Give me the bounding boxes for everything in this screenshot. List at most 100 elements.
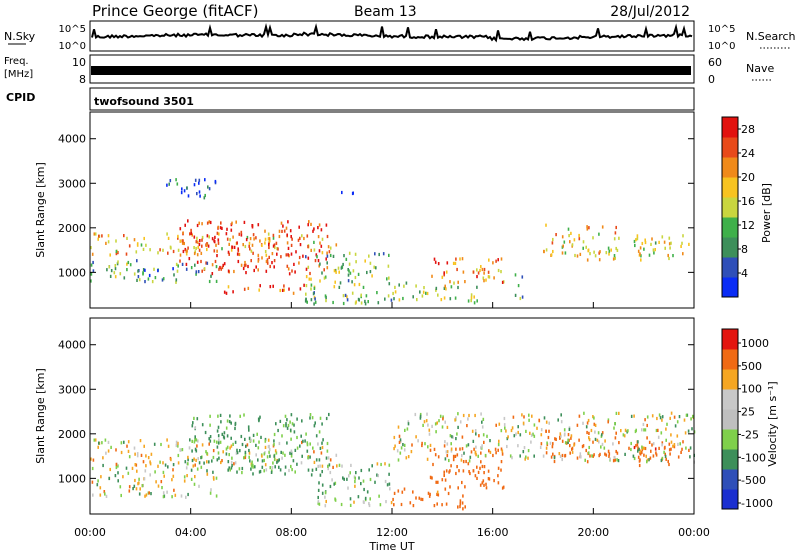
velocity-echo-cell xyxy=(258,470,261,474)
power-echo-cell xyxy=(198,221,200,225)
power-echo-cell xyxy=(287,220,289,224)
velocity-echo-cell xyxy=(442,415,444,419)
power-echo-cell xyxy=(567,227,570,231)
velocity-echo-cell xyxy=(254,465,256,469)
power-echo-cell xyxy=(297,238,300,242)
velocity-echo-cell xyxy=(642,446,644,450)
power-echo-cell xyxy=(154,276,157,280)
velocity-echo-cell xyxy=(226,434,229,438)
velocity-echo-cell xyxy=(531,414,533,418)
power-echo-cell xyxy=(345,257,348,261)
velocity-echo-cell xyxy=(188,446,191,450)
velocity-echo-cell xyxy=(540,433,543,437)
power-echo-cell xyxy=(267,232,270,236)
power-echo-cell xyxy=(347,279,350,283)
power-echo-cell xyxy=(226,237,229,241)
velocity-echo-cell xyxy=(463,451,465,455)
velocity-echo-cell xyxy=(324,495,326,499)
power-echo-cell xyxy=(166,232,168,236)
power-echo-cell xyxy=(668,236,671,240)
velocity-echo-cell xyxy=(528,413,530,417)
velocity-echo-cell xyxy=(100,475,102,479)
power-echo-cell xyxy=(223,262,226,266)
velocity-echo-cell xyxy=(290,437,292,441)
velocity-echo-cell xyxy=(358,476,360,480)
power-echo-cell xyxy=(223,290,226,294)
velocity-echo-cell xyxy=(317,500,320,504)
power-echo-cell xyxy=(326,234,329,239)
velocity-echo-cell xyxy=(407,455,410,459)
velocity-echo-cell xyxy=(261,459,264,463)
velocity-echo-cell xyxy=(559,454,562,458)
velocity-echo-cell xyxy=(171,478,173,482)
velocity-echo-cell xyxy=(598,440,600,444)
velocity-echo-cell xyxy=(494,447,497,451)
velocity-echo-cell xyxy=(668,442,671,446)
velocity-echo-cell xyxy=(238,467,241,471)
velocity-echo-cell xyxy=(599,452,601,456)
power-echo-cell xyxy=(348,251,351,255)
velocity-echo-cell xyxy=(261,454,263,458)
velocity-echo-cell xyxy=(326,449,329,453)
power-echo-cell xyxy=(288,272,291,276)
power-echo-cell xyxy=(226,227,228,231)
power-echo-cell xyxy=(312,229,314,233)
power-echo-cell xyxy=(485,278,487,282)
power-echo-cell xyxy=(374,252,376,256)
power-echo-cell xyxy=(185,262,188,266)
velocity-echo-cell xyxy=(578,438,580,442)
power-echo-cell xyxy=(285,253,288,257)
velocity-echo-cell xyxy=(162,470,165,474)
velocity-echo-cell xyxy=(570,436,572,440)
velocity-echo-cell xyxy=(125,466,128,470)
velocity-echo-cell xyxy=(217,414,219,418)
velocity-echo-cell xyxy=(185,495,187,499)
velocity-colorbar-tick-label: -1000 xyxy=(741,497,773,510)
velocity-echo-cell xyxy=(236,470,238,474)
power-echo-cell xyxy=(233,245,236,249)
velocity-echo-cell xyxy=(650,449,652,453)
velocity-echo-cell xyxy=(282,451,284,455)
power-echo-cell xyxy=(109,253,111,257)
velocity-echo-cell xyxy=(607,418,610,422)
power-colorbar-segment xyxy=(722,237,738,258)
velocity-echo-cell xyxy=(480,412,482,416)
power-echo-cell xyxy=(479,268,481,273)
velocity-echo-cell xyxy=(225,447,228,451)
velocity-echo-cell xyxy=(580,455,582,459)
velocity-echo-cell xyxy=(564,441,567,445)
power-echo-cell xyxy=(473,301,476,305)
velocity-echo-cell xyxy=(209,435,212,439)
velocity-echo-cell xyxy=(234,461,237,465)
velocity-echo-cell xyxy=(332,465,334,469)
velocity-echo-cell xyxy=(643,453,645,457)
velocity-echo-cell xyxy=(420,497,422,501)
velocity-echo-cell xyxy=(225,452,228,456)
power-echo-cell xyxy=(640,258,642,262)
power-echo-cell xyxy=(176,182,179,186)
power-echo-cell xyxy=(206,234,209,238)
power-echo-cell xyxy=(483,267,486,272)
power-echo-cell xyxy=(668,242,671,246)
velocity-echo-cell xyxy=(204,430,207,435)
velocity-echo-cell xyxy=(583,411,585,415)
velocity-echo-cell xyxy=(404,428,406,432)
power-echo-cell xyxy=(114,264,117,268)
power-echo-cell xyxy=(209,220,212,225)
velocity-echo-cell xyxy=(509,454,512,458)
velocity-echo-cell xyxy=(318,458,321,462)
velocity-echo-cell xyxy=(426,457,429,461)
velocity-echo-cell xyxy=(284,465,287,469)
velocity-echo-cell xyxy=(209,491,212,495)
power-echo-cell xyxy=(172,249,175,254)
power-echo-cell xyxy=(616,248,619,252)
velocity-echo-cell xyxy=(588,431,590,435)
velocity-echo-cell xyxy=(187,462,189,466)
power-echo-cell xyxy=(473,295,475,299)
velocity-echo-cell xyxy=(117,479,119,483)
noise-right-label: N.Search xyxy=(746,30,796,43)
velocity-echo-cell xyxy=(482,417,485,421)
power-echo-cell xyxy=(495,259,497,263)
velocity-echo-cell xyxy=(180,494,183,498)
velocity-echo-cell xyxy=(455,437,457,441)
